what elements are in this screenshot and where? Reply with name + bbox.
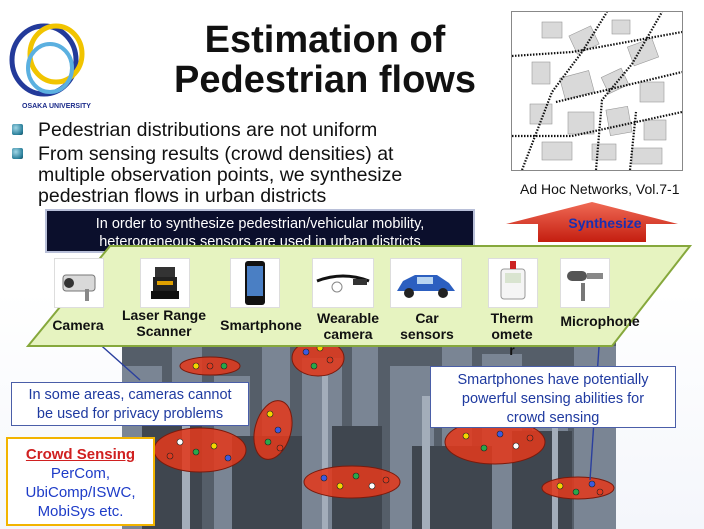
laser-scanner-icon <box>140 258 190 308</box>
sensor-label-car: Car sensors <box>394 310 460 342</box>
sensor-label-wearable: Wearable camera <box>308 310 388 342</box>
title-line-1: Estimation of <box>204 19 446 61</box>
privacy-callout: In some areas, cameras cannot be used fo… <box>11 382 249 426</box>
crowd-sensing-title: Crowd Sensing <box>25 446 136 463</box>
bullet-text: Pedestrian distributions are not uniform <box>38 119 378 141</box>
camera-icon <box>54 258 104 308</box>
crowd-sensing-box: Crowd Sensing PerCom, UbiComp/ISWC, Mobi… <box>6 437 155 526</box>
thermometer-icon <box>488 258 538 308</box>
sensor-label-line: Car <box>415 310 439 326</box>
sensor-label-line: omete <box>491 326 533 342</box>
bullet-text: From sensing results (crowd densities) a… <box>38 143 403 207</box>
venue-item: PerCom, <box>50 465 111 482</box>
callout-line: In some areas, cameras cannot <box>28 387 232 403</box>
osaka-university-logo <box>9 23 85 97</box>
bullet-item: Pedestrian distributions are not uniform <box>12 120 492 142</box>
venue-item: UbiComp/ISWC, <box>25 484 136 501</box>
sensor-label-line: Laser Range <box>121 307 207 323</box>
sensor-label-line: sensors <box>400 326 454 342</box>
logo-text: OSAKA UNIVERSITY <box>22 103 91 110</box>
sensor-label-smartphone: Smartphone <box>220 317 302 333</box>
callout-line: powerful sensing abilities for <box>461 391 645 407</box>
microphone-icon <box>560 258 610 308</box>
crowd-area <box>541 476 615 500</box>
sensor-label-line: Wearable <box>317 310 379 326</box>
smartphone-callout: Smartphones have potentially powerful se… <box>430 366 676 428</box>
sensor-label-line: Therm <box>490 310 534 326</box>
wearable-camera-icon <box>312 258 374 308</box>
sensor-label-line: Scanner <box>136 323 192 339</box>
callout-line: Smartphones have potentially <box>457 372 649 388</box>
sensor-label-microphone: Microphone <box>560 313 640 329</box>
crowd-areas-layer <box>94 331 615 500</box>
crowd-area <box>253 400 293 460</box>
sensor-label-thermometer: Therm omete r <box>484 310 540 358</box>
callout-line: be used for privacy problems <box>36 406 224 422</box>
slide-title: Estimation of Pedestrian flows <box>150 20 500 100</box>
citation: Ad Hoc Networks, Vol.7-1 <box>520 181 680 197</box>
crowd-area <box>153 427 247 473</box>
smartphone-icon <box>230 258 280 308</box>
sensor-label-laser: Laser Range Scanner <box>112 307 216 339</box>
venue-item: MobiSys etc. <box>37 503 124 520</box>
sensor-label-camera: Camera <box>52 317 104 333</box>
synthesize-label: Synthesize <box>568 215 642 231</box>
crowd-sensing-venues: PerCom, UbiComp/ISWC, MobiSys etc. <box>8 464 153 521</box>
car-icon <box>390 258 462 308</box>
sensor-label-line: camera <box>323 326 373 342</box>
title-line-2: Pedestrian flows <box>174 59 476 101</box>
bullet-item: From sensing results (crowd densities) a… <box>12 144 492 210</box>
sensor-label-line: r <box>509 342 515 358</box>
synthesize-arrow-icon <box>506 202 678 242</box>
pedestrian-map-image <box>511 11 683 171</box>
callout-line: crowd sensing <box>506 410 600 426</box>
crowd-area <box>303 465 401 499</box>
bullet-icon <box>12 148 23 159</box>
sensor-banner-line-1: In order to synthesize pedestrian/vehicu… <box>95 216 425 232</box>
bullet-icon <box>12 124 23 135</box>
